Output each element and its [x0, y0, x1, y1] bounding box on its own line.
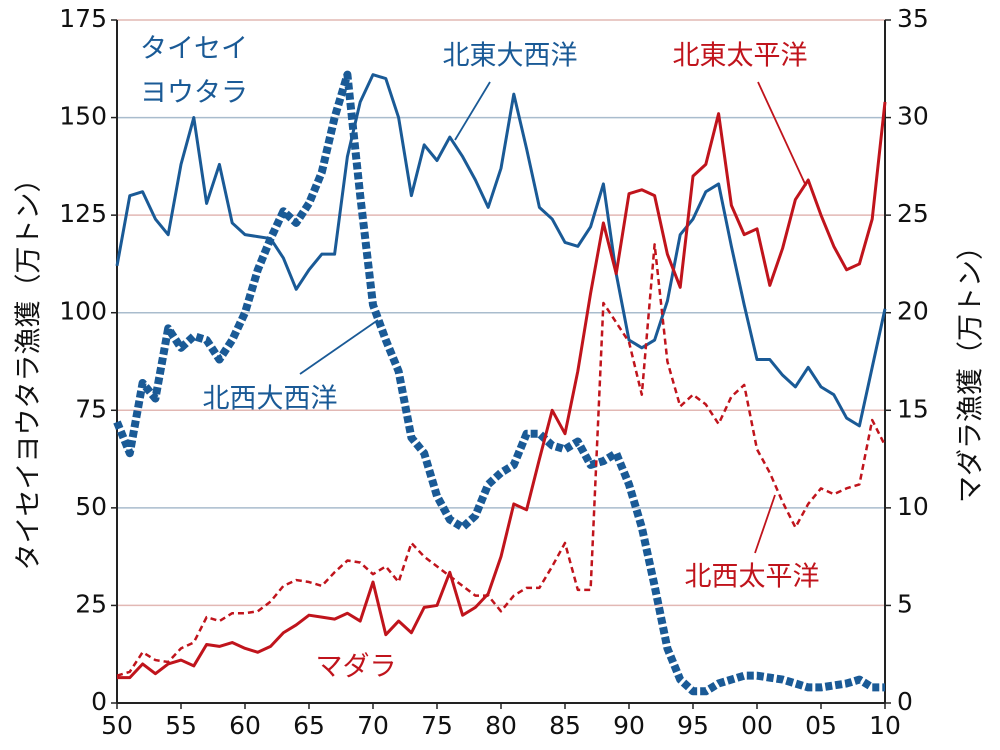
x-tick-label: 70 [357, 711, 389, 740]
y-tick-label: 0 [91, 687, 107, 716]
x-tick-label: 55 [165, 711, 197, 740]
y2-tick-label: 0 [897, 687, 913, 716]
y-tick-label: 25 [75, 589, 107, 618]
x-tick-label: 50 [101, 711, 133, 740]
series-label: 北東大西洋 [443, 41, 578, 72]
x-tick-label: 90 [613, 711, 645, 740]
y2-tick-label: 35 [897, 4, 929, 33]
annotation: ヨウタラ [140, 78, 248, 109]
x-tick-label: 05 [805, 711, 837, 740]
y-tick-label: 75 [75, 394, 107, 423]
x-tick-label: 00 [741, 711, 773, 740]
y-tick-label: 125 [59, 199, 107, 228]
series-label: 北西大西洋 [203, 384, 338, 415]
series-line [117, 101, 887, 680]
y-tick-label: 50 [75, 492, 107, 521]
y-tick-label: 150 [59, 102, 107, 131]
y2-tick-label: 5 [897, 589, 913, 618]
series-label: 北東太平洋 [673, 41, 808, 72]
leader-line [454, 81, 491, 141]
series-line [115, 73, 887, 428]
x-tick-label: 10 [869, 711, 901, 740]
x-tick-label: 80 [485, 711, 517, 740]
x-tick-label: 65 [293, 711, 325, 740]
y2-tick-label: 10 [897, 492, 929, 521]
y2-tick-label: 20 [897, 297, 929, 326]
x-tick-label: 60 [229, 711, 261, 740]
y2-tick-label: 15 [897, 394, 929, 423]
y2-tick-label: 30 [897, 102, 929, 131]
annotation: マダラ [316, 652, 397, 683]
y-axis-label: タイセイヨウタラ漁獲（万トン） [14, 166, 45, 571]
leader-line [754, 494, 776, 554]
leader-line [299, 319, 379, 375]
y2-tick-label: 25 [897, 199, 929, 228]
y2-axis-label: マダラ漁獲（万トン） [956, 233, 987, 503]
annotation: タイセイ [140, 34, 248, 65]
x-tick-label: 95 [677, 711, 709, 740]
leader-line [757, 81, 807, 187]
y-tick-label: 100 [59, 297, 107, 326]
series-line [116, 243, 887, 677]
x-tick-label: 75 [421, 711, 453, 740]
series-label: 北西太平洋 [685, 562, 820, 593]
series-line [113, 70, 885, 696]
y-tick-label: 175 [59, 4, 107, 33]
x-tick-label: 85 [549, 711, 581, 740]
